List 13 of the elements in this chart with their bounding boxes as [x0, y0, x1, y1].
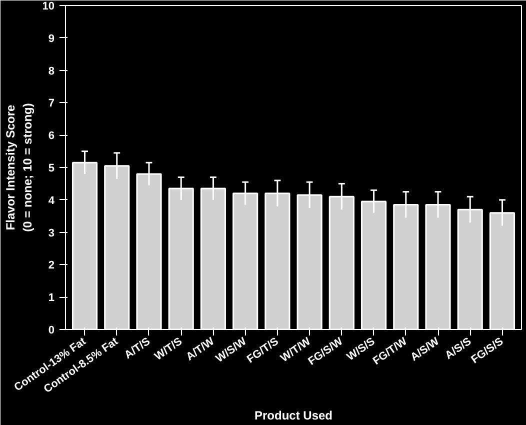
y-tick-label: 6: [48, 130, 55, 142]
y-tick-label: 0: [48, 324, 55, 336]
x-axis-title: Product Used: [254, 408, 333, 422]
y-tick-label: 3: [48, 227, 55, 240]
y-tick-label: 9: [48, 32, 55, 45]
y-tick-label: 7: [48, 98, 55, 110]
y-axis-title: Flavor Intensity Score (0 = none; 10 = strong): [3, 103, 34, 232]
y-tick-label: 8: [48, 65, 55, 78]
y-tick-label: 2: [48, 260, 55, 272]
y-tick-label: 10: [42, 0, 55, 12]
y-tick-label: 1: [48, 292, 55, 304]
y-tick-label: 5: [48, 162, 55, 174]
y-tick-label: 4: [48, 194, 56, 207]
